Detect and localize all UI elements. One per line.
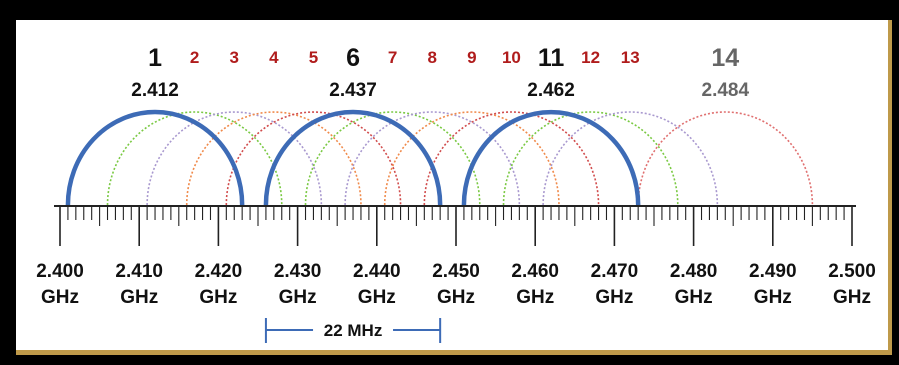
channel-number-11: 11 (538, 44, 565, 72)
channel-number-3: 3 (230, 48, 239, 67)
tick-label-unit: GHz (41, 287, 79, 308)
channel-arc-7 (304, 111, 481, 206)
channel-arc-14 (637, 111, 814, 206)
channel-number-14: 14 (711, 44, 739, 72)
channel-labels: 1 2.412 2 3 4 5 6 2.437 7 8 9 10 11 2.462 12 13 14 2.484 (131, 44, 749, 101)
channel-number-4: 4 (269, 48, 279, 67)
tick-label-unit: GHz (595, 287, 633, 308)
channel-arc-9 (383, 111, 560, 206)
channel-number-1: 1 (148, 44, 162, 72)
channel-arc-13 (542, 111, 719, 206)
frequency-ruler (54, 205, 856, 246)
channel-arc-4 (185, 111, 362, 206)
channel-arc-6 (263, 109, 443, 206)
tick-label-unit: GHz (120, 287, 158, 308)
channel-number-2: 2 (190, 48, 199, 67)
tick-label-unit: GHz (279, 287, 317, 308)
channel-arc-3 (146, 111, 323, 206)
tick-label-unit: GHz (675, 287, 713, 308)
tick-label-unit: GHz (516, 287, 554, 308)
channel-number-6: 6 (346, 44, 360, 72)
tick-label-value: 2.460 (511, 261, 559, 282)
channel-frequency-1: 2.412 (131, 80, 179, 101)
channel-arc-2 (106, 111, 283, 206)
channel-number-8: 8 (428, 48, 437, 67)
channel-arc-1 (65, 109, 245, 206)
channel-number-10: 10 (502, 48, 521, 67)
tick-label-value: 2.420 (195, 261, 243, 282)
channel-frequency-14: 2.484 (702, 80, 750, 101)
tick-label-unit: GHz (754, 287, 792, 308)
channel-number-5: 5 (309, 48, 318, 67)
tick-label-value: 2.470 (591, 261, 639, 282)
tick-label-value: 2.410 (115, 261, 163, 282)
tick-label-unit: GHz (358, 287, 396, 308)
diagram-panel (16, 20, 892, 355)
channel-number-12: 12 (581, 48, 600, 67)
channel-number-7: 7 (388, 48, 397, 67)
tick-label-value: 2.450 (432, 261, 480, 282)
tick-label-value: 2.480 (670, 261, 718, 282)
tick-label-unit: GHz (833, 287, 871, 308)
channel-number-13: 13 (621, 48, 640, 67)
channel-arc-11 (461, 109, 641, 206)
tick-label-value: 2.430 (274, 261, 322, 282)
tick-label-value: 2.400 (36, 261, 84, 282)
channel-frequency-6: 2.437 (329, 80, 377, 101)
channel-number-9: 9 (467, 48, 476, 67)
frequency-tick-labels: 2.400 GHz 2.410 GHz 2.420 GHz 2.430 GHz 2.440 GHz… (36, 261, 876, 308)
tick-label-unit: GHz (199, 287, 237, 308)
tick-label-value: 2.500 (828, 261, 876, 282)
tick-label-value: 2.440 (353, 261, 401, 282)
channel-arc-8 (344, 111, 521, 206)
channel-arc-5 (225, 111, 402, 206)
channel-arc-12 (502, 111, 679, 206)
tick-label-value: 2.490 (749, 261, 797, 282)
channel-arc-10 (423, 111, 600, 206)
channel-frequency-11: 2.462 (527, 80, 575, 101)
tick-label-unit: GHz (437, 287, 475, 308)
bandwidth-marker: 22 MHz (264, 318, 442, 343)
bandwidth-label: 22 MHz (324, 321, 383, 340)
channel-arcs (65, 109, 814, 206)
